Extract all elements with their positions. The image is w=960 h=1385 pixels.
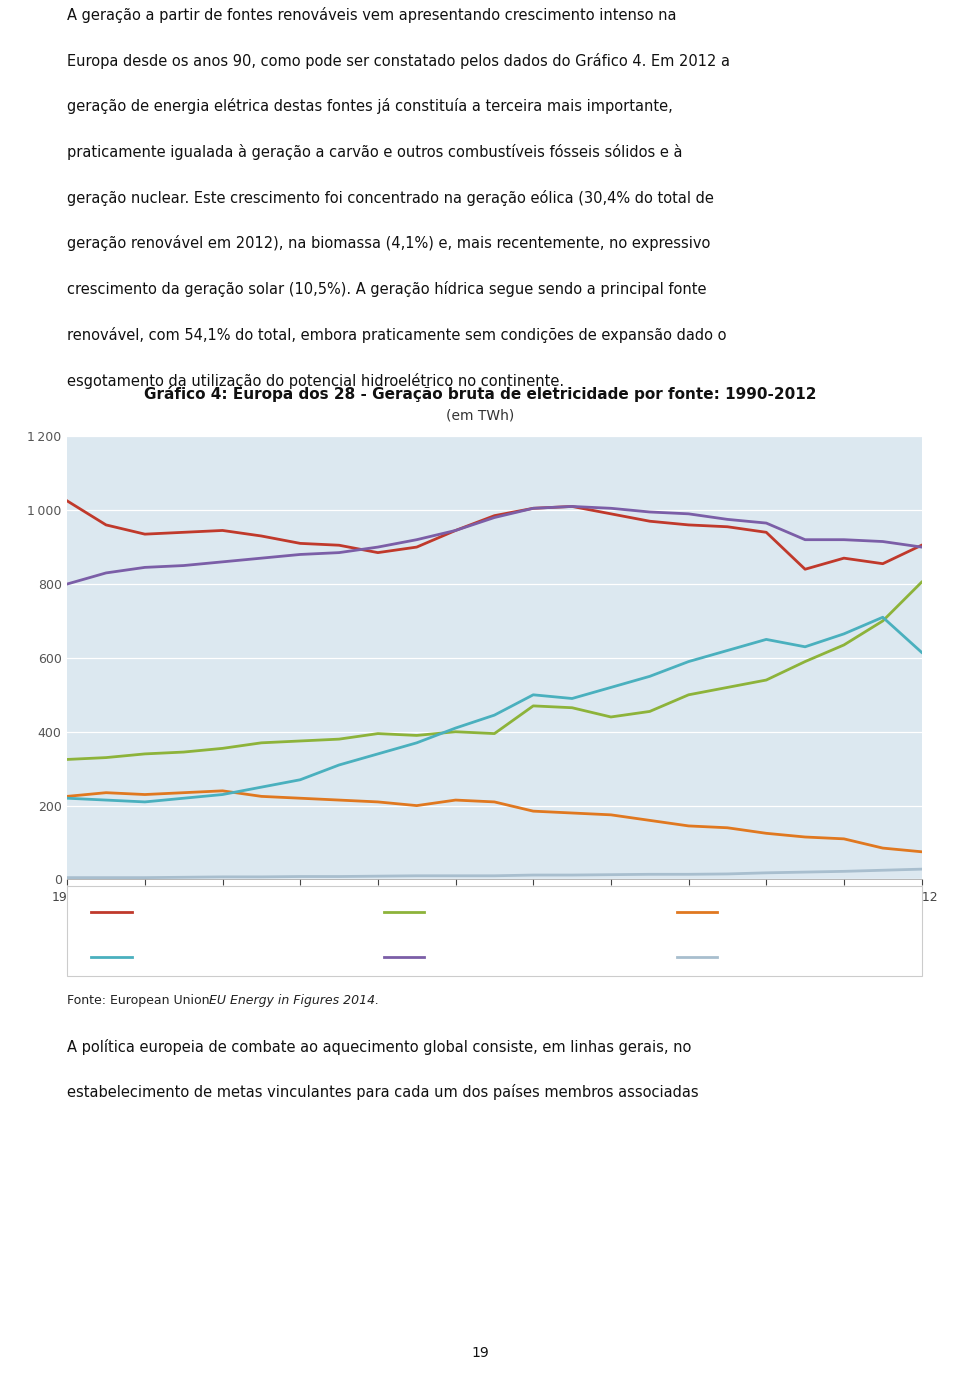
Text: geração renovável em 2012), na biomassa (4,1%) e, mais recentemente, no expressi: geração renovável em 2012), na biomassa …	[67, 235, 710, 252]
Text: crescimento da geração solar (10,5%). A geração hídrica segue sendo a principal : crescimento da geração solar (10,5%). A …	[67, 281, 707, 298]
Text: Wastes, non-RES: Wastes, non-RES	[725, 950, 824, 963]
Text: Europa desde os anos 90, como pode ser constatado pelos dados do Gráfico 4. Em 2: Europa desde os anos 90, como pode ser c…	[67, 53, 731, 69]
Text: Fonte: European Union:: Fonte: European Union:	[67, 994, 218, 1007]
Text: esgotamento da utilização do potencial hidroelétrico no continente.: esgotamento da utilização do potencial h…	[67, 373, 564, 389]
Text: (em TWh): (em TWh)	[445, 409, 515, 422]
Text: A geração a partir de fontes renováveis vem apresentando crescimento intenso na: A geração a partir de fontes renováveis …	[67, 7, 677, 24]
Text: 19: 19	[471, 1346, 489, 1360]
Text: renovável, com 54,1% do total, embora praticamente sem condições de expansão dad: renovável, com 54,1% do total, embora pr…	[67, 327, 727, 343]
Text: A política europeia de combate ao aquecimento global consiste, em linhas gerais,: A política europeia de combate ao aqueci…	[67, 1039, 691, 1055]
Text: praticamente igualada à geração a carvão e outros combustíveis fósseis sólidos e: praticamente igualada à geração a carvão…	[67, 144, 683, 161]
Text: geração nuclear. Este crescimento foi concentrado na geração eólica (30,4% do to: geração nuclear. Este crescimento foi co…	[67, 190, 714, 206]
Text: estabelecimento de metas vinculantes para cada um dos países membros associadas: estabelecimento de metas vinculantes par…	[67, 1084, 699, 1101]
Text: Solid Fuels: Solid Fuels	[139, 906, 202, 918]
Text: Gráfico 4: Europa dos 28 - Geração bruta de eletricidade por fonte: 1990-2012: Gráfico 4: Europa dos 28 - Geração bruta…	[144, 385, 816, 402]
Text: Gases: Gases	[139, 950, 175, 963]
Text: EU Energy in Figures 2014.: EU Energy in Figures 2014.	[209, 994, 379, 1007]
Text: Nuclear: Nuclear	[432, 950, 477, 963]
Text: Petroleum and Products: Petroleum and Products	[725, 906, 866, 918]
Text: Renewables: Renewables	[432, 906, 503, 918]
Text: geração de energia elétrica destas fontes já constituía a terceira mais importan: geração de energia elétrica destas fonte…	[67, 98, 673, 115]
